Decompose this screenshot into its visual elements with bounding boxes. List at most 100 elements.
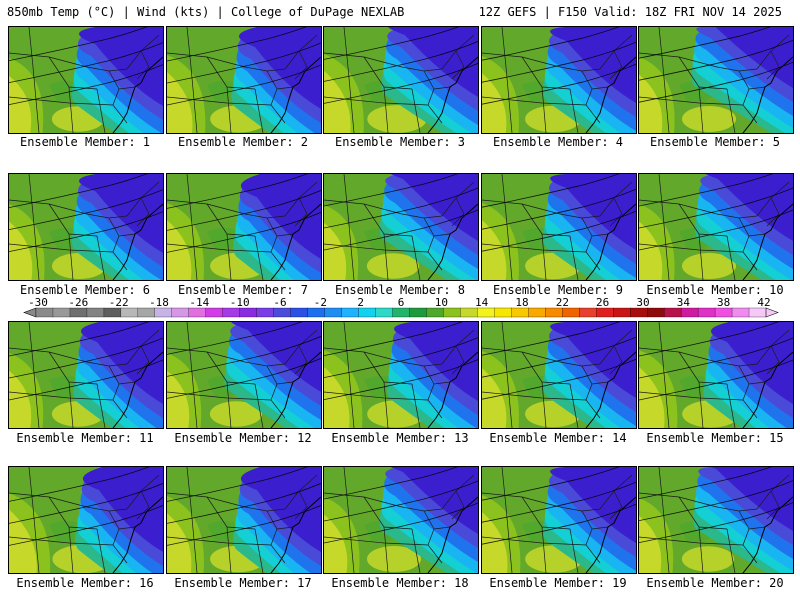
colorbar-tick-label: 10 [435,296,448,309]
ensemble-member-label: Ensemble Member: 3 [334,135,466,149]
colorbar-swatch [426,307,444,318]
ensemble-map-panel [166,26,322,134]
colorbar-left-arrow [23,307,37,318]
colorbar-tick-label: 34 [677,296,691,309]
temperature-map [9,174,163,280]
ensemble-map-panel [8,26,164,134]
temperature-colorbar: -30 -26 -22 -18 -14 -10 -6 -2 2 6 10 14 18 22 26 30 34 38… [23,296,779,318]
colorbar-swatch [273,307,292,318]
colorbar-tick-label: 18 [515,296,528,309]
colorbar-swatch [358,307,376,318]
ensemble-map-panel [638,173,794,281]
temperature-map [482,467,636,573]
colorbar-swatch [341,307,360,318]
colorbar-swatch [239,307,258,318]
temperature-map [324,27,478,133]
ensemble-member-label: Ensemble Member: 16 [16,576,154,590]
temperature-map [324,174,478,280]
temperature-map [482,322,636,428]
colorbar-right-arrow [765,307,779,318]
map-title: 850mb Temp (°C) | Wind (kts) | College o… [7,5,405,19]
colorbar-swatch [205,307,224,318]
temperature-map [482,27,636,133]
ensemble-map-panel [166,321,322,429]
ensemble-member-label: Ensemble Member: 5 [649,135,781,149]
ensemble-member-label: Ensemble Member: 15 [646,431,784,445]
colorbar-swatch [324,307,343,318]
colorbar-swatch [748,307,767,318]
colorbar-swatch [680,307,699,318]
ensemble-member-label: Ensemble Member: 12 [174,431,312,445]
ensemble-member-label: Ensemble Member: 13 [331,431,469,445]
colorbar-swatch [222,307,241,318]
colorbar-swatch [86,307,105,318]
temperature-map [9,27,163,133]
ensemble-member-label: Ensemble Member: 14 [489,431,627,445]
colorbar-swatch [307,307,326,318]
colorbar-swatch [477,307,495,318]
ensemble-member-label: Ensemble Member: 8 [334,283,466,297]
colorbar-swatch [256,307,275,318]
ensemble-member-label: Ensemble Member: 9 [492,283,624,297]
colorbar-swatch [511,307,529,318]
ensemble-member-label: Ensemble Member: 6 [19,283,151,297]
ensemble-map-panel [323,466,479,574]
colorbar-tick-label: -18 [149,296,169,309]
colorbar-swatch [697,307,716,318]
ensemble-map-panel [8,466,164,574]
temperature-map [9,467,163,573]
colorbar-tick-label: 30 [636,296,649,309]
ensemble-map-panel [638,321,794,429]
ensemble-member-label: Ensemble Member: 7 [177,283,309,297]
colorbar-tick-label: -30 [28,296,48,309]
temperature-map [167,322,321,428]
colorbar-swatch [613,307,631,318]
colorbar-swatch [545,307,563,318]
temperature-map [324,322,478,428]
ensemble-map-panel [323,173,479,281]
temperature-map [482,174,636,280]
colorbar-swatch [120,307,139,318]
ensemble-map-panel [166,466,322,574]
colorbar-swatch [663,307,682,318]
colorbar-swatch [579,307,597,318]
colorbar-swatch [137,307,156,318]
ensemble-map-panel [166,173,322,281]
ensemble-map-panel [481,466,637,574]
colorbar-tick-label: -10 [230,296,250,309]
colorbar-swatch [290,307,309,318]
temperature-map [639,322,793,428]
ensemble-member-label: Ensemble Member: 18 [331,576,469,590]
ensemble-member-label: Ensemble Member: 20 [646,576,784,590]
model-run-info: 12Z GEFS | F150 Valid: 18Z FRI NOV 14 20… [478,5,782,19]
colorbar-swatch [731,307,750,318]
temperature-map [324,467,478,573]
colorbar-swatch [714,307,733,318]
temperature-map [639,467,793,573]
colorbar-tick-label: 42 [757,296,770,309]
ensemble-map-panel [323,26,479,134]
temperature-map [639,174,793,280]
colorbar-swatch [528,307,546,318]
colorbar-swatch [171,307,190,318]
colorbar-swatch [409,307,427,318]
ensemble-map-panel [481,173,637,281]
ensemble-map-panel [638,26,794,134]
colorbar-tick-label: 38 [717,296,730,309]
colorbar-swatch [69,307,88,318]
colorbar-swatch [460,307,478,318]
colorbar-tick-label: -26 [68,296,88,309]
colorbar-swatch [596,307,614,318]
colorbar-swatch [188,307,207,318]
colorbar-swatch [630,307,648,318]
temperature-map [9,322,163,428]
colorbar-swatch [35,307,54,318]
ensemble-map-panel [638,466,794,574]
ensemble-member-label: Ensemble Member: 17 [174,576,312,590]
colorbar-swatch [392,307,410,318]
colorbar-swatch [154,307,173,318]
ensemble-member-label: Ensemble Member: 1 [19,135,151,149]
colorbar-swatch [52,307,71,318]
colorbar-tick-label: 26 [596,296,609,309]
colorbar-swatch [562,307,580,318]
